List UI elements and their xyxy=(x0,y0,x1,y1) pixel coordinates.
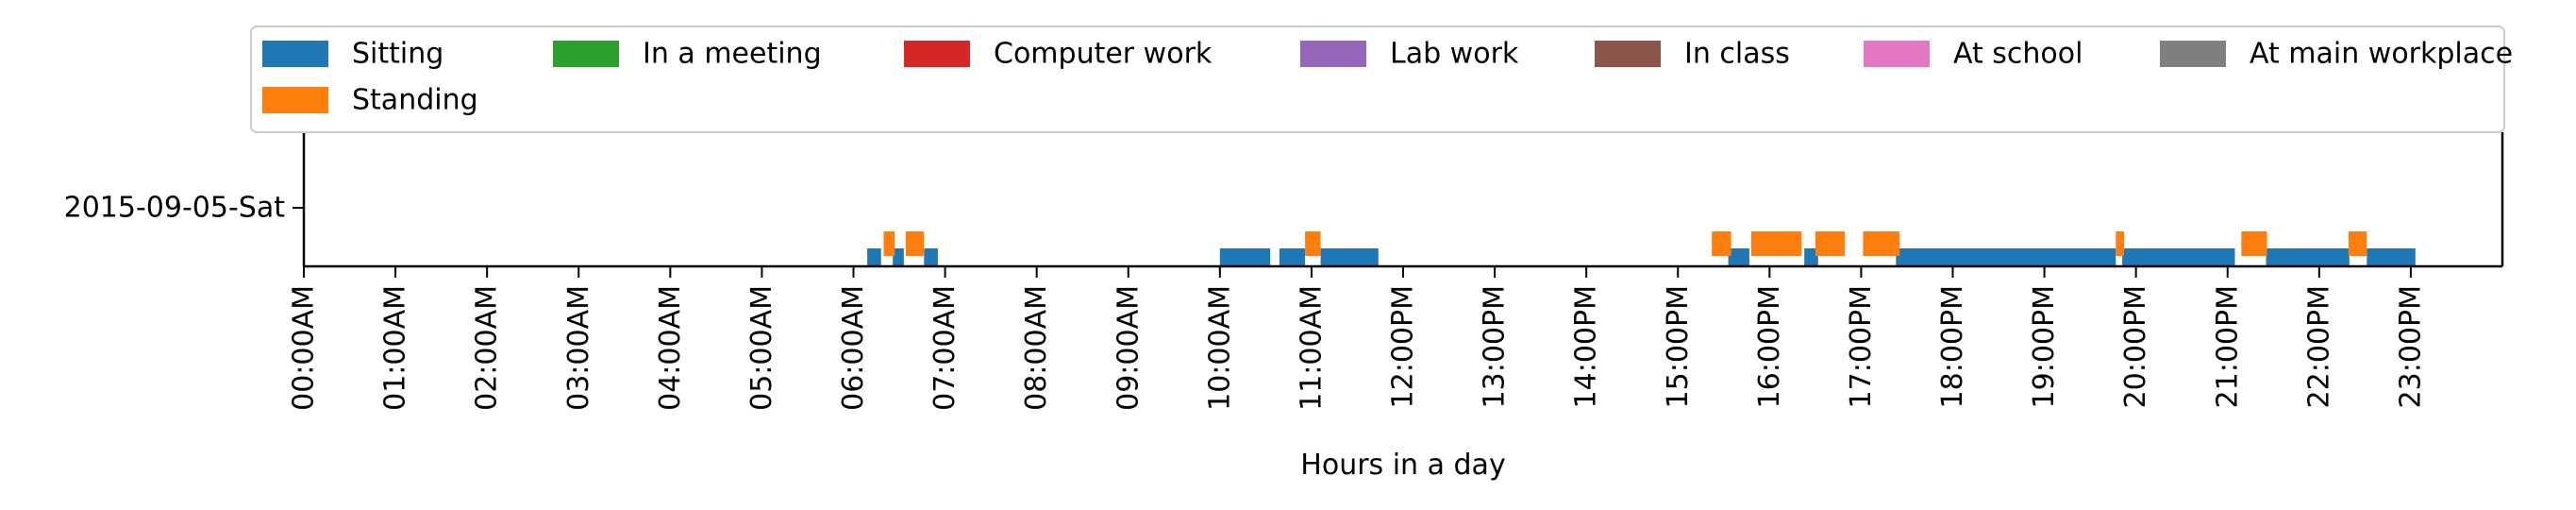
y-ticks: 2015-09-05-Sat xyxy=(64,192,304,225)
x-tick-label: 16:00PM xyxy=(1753,285,1786,408)
bar-standing-8 xyxy=(2241,231,2267,256)
legend-swatch-lab-work xyxy=(1300,41,1366,67)
x-tick-label: 17:00PM xyxy=(1845,285,1878,408)
bar-standing-2 xyxy=(1305,231,1321,256)
x-tick-label: 10:00AM xyxy=(1203,285,1236,411)
x-tick-label: 23:00PM xyxy=(2394,285,2427,408)
bar-sitting-11 xyxy=(2367,248,2416,266)
bar-standing-9 xyxy=(2348,231,2367,256)
x-tick-label: 00:00AM xyxy=(288,285,321,411)
legend-swatch-at-main-workplace xyxy=(2160,41,2226,67)
legend-label-computer-work: Computer work xyxy=(994,38,1213,71)
bar-standing-1 xyxy=(905,231,925,256)
legend: Sitting In a meeting Computer work Lab work… xyxy=(250,26,2513,133)
x-tick-label: 07:00AM xyxy=(928,285,962,411)
x-tick-label: 03:00AM xyxy=(562,285,595,411)
legend-swatch-in-class xyxy=(1595,41,1661,67)
x-tick-label: 09:00AM xyxy=(1112,285,1145,411)
x-tick-label: 20:00PM xyxy=(2119,285,2152,408)
bar-sitting-5 xyxy=(1320,248,1379,266)
bar-sitting-0 xyxy=(867,248,881,266)
bar-sitting-3 xyxy=(1219,248,1271,266)
legend-swatch-in-a-meeting xyxy=(553,41,619,67)
legend-frame xyxy=(250,26,2505,133)
bar-sitting-2 xyxy=(924,248,938,266)
legend-label-lab-work: Lab work xyxy=(1390,38,1519,71)
legend-label-at-main-workplace: At main workplace xyxy=(2250,38,2513,71)
legend-swatch-standing xyxy=(262,87,328,113)
bar-standing-5 xyxy=(1815,231,1845,256)
x-ticks: 00:00AM 01:00AM 02:00AM 03:00AM 04:00AM 05:00… xyxy=(288,266,2427,411)
bar-sitting-1 xyxy=(893,248,904,266)
legend-label-standing: Standing xyxy=(352,84,478,117)
legend-swatch-sitting xyxy=(262,41,328,67)
bar-sitting-8 xyxy=(1896,248,2116,266)
x-tick-label: 15:00PM xyxy=(1662,285,1695,408)
bar-sitting-6 xyxy=(1728,248,1749,266)
x-tick-label: 11:00AM xyxy=(1295,285,1328,411)
x-tick-label: 13:00PM xyxy=(1479,285,1512,408)
x-tick-label: 12:00PM xyxy=(1387,285,1420,408)
x-tick-label: 05:00AM xyxy=(745,285,778,411)
bars-layer xyxy=(867,231,2416,266)
x-tick-label: 18:00PM xyxy=(1936,285,1969,408)
y-tick-label: 2015-09-05-Sat xyxy=(64,192,286,225)
x-axis-label: Hours in a day xyxy=(1300,449,1505,482)
x-tick-label: 02:00AM xyxy=(471,285,504,411)
bar-standing-0 xyxy=(883,231,895,256)
legend-label-at-school: At school xyxy=(1953,38,2083,71)
bar-standing-7 xyxy=(2116,231,2124,256)
bar-standing-6 xyxy=(1863,231,1900,256)
x-tick-label: 22:00PM xyxy=(2302,285,2335,408)
legend-label-in-class: In class xyxy=(1684,38,1790,71)
axes-layer xyxy=(302,132,2504,268)
bar-sitting-9 xyxy=(2122,248,2235,266)
legend-label-in-a-meeting: In a meeting xyxy=(643,38,822,71)
x-tick-label: 14:00PM xyxy=(1570,285,1603,408)
legend-label-sitting: Sitting xyxy=(352,38,443,71)
legend-swatch-computer-work xyxy=(904,41,970,67)
legend-swatch-at-school xyxy=(1864,41,1930,67)
x-tick-label: 19:00PM xyxy=(2028,285,2061,408)
bar-standing-3 xyxy=(1712,231,1731,256)
x-tick-label: 04:00AM xyxy=(654,285,687,411)
x-tick-label: 08:00AM xyxy=(1020,285,1053,411)
x-tick-label: 21:00PM xyxy=(2211,285,2244,408)
bar-standing-4 xyxy=(1750,231,1802,256)
bar-sitting-10 xyxy=(2266,248,2350,266)
x-tick-label: 06:00AM xyxy=(837,285,870,411)
x-tick-label: 01:00AM xyxy=(379,285,412,411)
bar-sitting-4 xyxy=(1279,248,1306,266)
bar-sitting-7 xyxy=(1804,248,1818,266)
